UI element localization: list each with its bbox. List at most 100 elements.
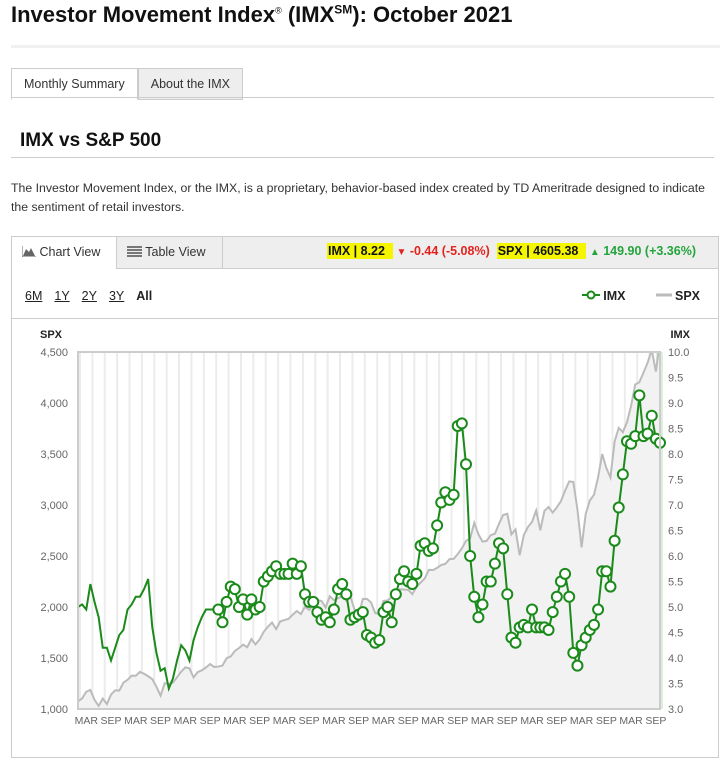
period-2y[interactable]: 2Y [81,289,97,303]
spx-value: SPX | 4605.38 [496,243,587,259]
registered-mark: ® [275,5,282,16]
right-tick-label: 10.0 [668,347,689,359]
up-arrow-icon: ▲ [589,247,600,258]
imx-point [488,557,501,570]
imx-point [336,578,349,591]
imx-point [212,603,225,616]
x-tick-label: MAR [273,715,297,727]
right-tick-label: 5.5 [668,577,683,589]
period-6m[interactable]: 6M [25,289,43,303]
x-tick-label: SEP [299,715,320,727]
imx-point [241,608,254,621]
imx-point [497,542,510,555]
x-tick-label: SEP [200,715,221,727]
tab-table-view[interactable]: Table View [117,237,223,268]
tab-label: Table View [145,245,206,259]
period-all[interactable]: All [136,289,153,303]
section-heading: IMX vs S&P 500 [20,130,162,151]
right-tick-label: 9.5 [668,373,683,385]
x-tick-label: SEP [447,715,468,727]
imx-point [608,534,621,547]
divider [11,45,720,48]
page-tabs: Monthly Summary About the IMX [11,68,243,100]
down-arrow-icon: ▼ [396,247,407,258]
x-tick-label: MAR [570,715,594,727]
x-tick-label: MAR [223,715,247,727]
x-tick-label: MAR [124,715,148,727]
imx-point [447,488,460,501]
right-tick-label: 8.0 [668,449,683,461]
imx-point [484,575,497,588]
x-tick-label: SEP [596,715,617,727]
imx-point [559,567,572,580]
x-tick-label: SEP [398,715,419,727]
left-tick-label: 1,000 [40,704,68,716]
tab-monthly-summary[interactable]: Monthly Summary [11,68,138,100]
imx-point [220,595,233,608]
imx-point [460,458,472,471]
tab-about-imx[interactable]: About the IMX [137,68,243,100]
x-tick-label: MAR [520,715,544,727]
imx-point [307,595,320,608]
x-tick-label: MAR [174,715,198,727]
divider [11,157,714,158]
imx-point [550,590,563,603]
right-tick-label: 4.0 [668,653,683,665]
spx-change: 149.90 (+3.36%) [603,244,696,258]
chart-legend: IMX SPX [581,289,700,303]
right-axis-title: IMX [670,329,690,341]
plot-border [77,351,661,710]
left-axis-title: SPX [40,329,63,341]
left-tick-label: 3,000 [40,500,68,512]
imx-point [633,389,646,402]
imx-point [509,636,522,649]
right-tick-label: 5.0 [668,602,683,614]
imx-point [373,634,386,647]
imx-point [600,565,613,578]
imx-point [472,611,485,624]
imx-point [323,616,336,629]
imx-point [385,616,398,629]
right-tick-label: 3.5 [668,679,683,691]
title-text: Investor Movement Index [11,2,276,27]
imx-point [604,580,617,593]
imx-point [426,542,439,555]
period-1y[interactable]: 1Y [54,289,70,303]
x-tick-label: SEP [645,715,666,727]
area-chart-icon [21,246,36,258]
imx-point [468,590,481,603]
legend-spx[interactable]: SPX [655,289,700,303]
right-tick-label: 9.0 [668,398,683,410]
imx-point [616,468,629,481]
x-tick-label: SEP [101,715,122,727]
imx-point [476,598,489,611]
imx-point [228,583,241,596]
imx-point [406,578,419,591]
legend-imx[interactable]: IMX [581,289,626,303]
imx-point [563,590,576,603]
legend-label: SPX [674,289,700,303]
x-tick-label: SEP [497,715,518,727]
imx-point [340,588,353,601]
quote-summary: IMX | 8.22 ▼ -0.44 (-5.08%) SPX | 4605.3… [326,243,696,259]
imx-point [612,501,625,514]
imx-point [294,560,307,573]
period-3y[interactable]: 3Y [108,289,125,303]
imx-point [356,606,369,619]
chart-area: SPX IMX 1,000 1,500 2,000 2,500 3,000 3,500 4,00… [12,318,718,759]
x-tick-label: SEP [150,715,171,727]
right-tick-label: 8.5 [668,424,683,436]
section-description: The Investor Movement Index, or the IMX,… [11,181,705,214]
spx-line-icon [655,293,672,297]
imx-spx-chart: SPX IMX 1,000 1,500 2,000 2,500 3,000 3,500 4,00… [40,329,691,727]
x-tick-label: MAR [322,715,346,727]
x-tick-label: MAR [75,715,99,727]
x-tick-label: MAR [471,715,495,727]
imx-point [641,427,654,440]
x-tick-label: SEP [546,715,567,727]
x-tick-label: MAR [372,715,396,727]
tab-chart-view[interactable]: Chart View [12,237,117,269]
title-text: ): October 2021 [352,2,513,27]
x-tick-label: SEP [249,715,270,727]
imx-point [645,409,658,422]
